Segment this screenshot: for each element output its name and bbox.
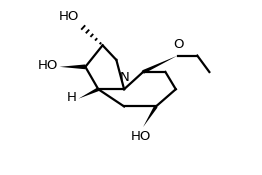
Text: N: N (120, 71, 130, 84)
Text: O: O (173, 38, 184, 51)
Text: HO: HO (37, 60, 58, 72)
Text: H: H (67, 91, 77, 104)
Text: HO: HO (59, 10, 79, 23)
Polygon shape (143, 106, 157, 127)
Text: HO: HO (131, 130, 151, 143)
Polygon shape (79, 88, 99, 99)
Polygon shape (142, 56, 177, 74)
Polygon shape (59, 64, 85, 69)
